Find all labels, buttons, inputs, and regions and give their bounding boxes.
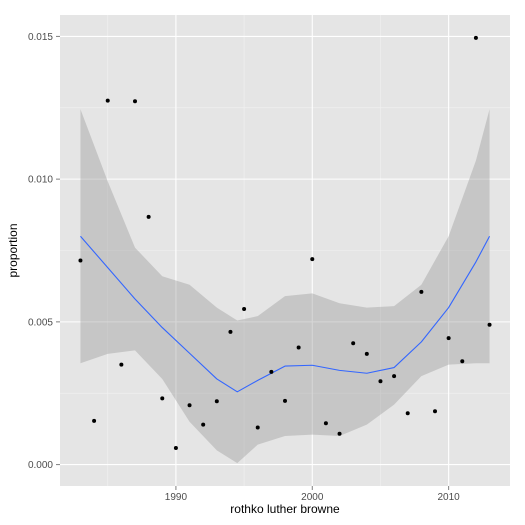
data-point [214, 399, 219, 404]
smooth-trend-line [80, 235, 491, 393]
data-point [487, 322, 492, 327]
x-tick-label: 1990 [165, 492, 188, 503]
data-point [78, 258, 83, 263]
data-point [364, 351, 369, 356]
data-point [255, 425, 260, 430]
minor-gridlines [60, 15, 510, 486]
data-point [392, 374, 397, 379]
data-point [283, 398, 287, 403]
data-point [228, 329, 233, 334]
data-point [201, 422, 206, 427]
x-axis-ticks: 1990 2000 2010 [165, 486, 460, 503]
y-tick-label: 0.005 [28, 317, 53, 328]
x-tick-label: 2000 [301, 492, 324, 503]
data-point [323, 421, 328, 426]
y-axis-title: proportion [6, 223, 20, 277]
data-point [351, 341, 356, 346]
data-point [105, 98, 110, 103]
y-tick-label: 0.000 [28, 460, 53, 471]
data-points [78, 35, 492, 451]
data-point [378, 379, 383, 384]
data-point [92, 418, 97, 423]
y-axis-ticks: 0.000 0.005 0.010 0.015 [28, 32, 60, 471]
confidence-band [80, 109, 490, 464]
data-point [269, 369, 274, 374]
data-point [160, 396, 165, 401]
data-point [133, 99, 137, 104]
data-point [310, 257, 315, 262]
data-point [433, 409, 437, 414]
x-axis-title: rothko luther browne [230, 502, 340, 516]
data-point [446, 336, 451, 341]
data-point [419, 289, 424, 294]
y-tick-label: 0.015 [28, 32, 53, 43]
x-tick-label: 2010 [438, 492, 461, 503]
data-point [119, 362, 124, 367]
data-point [146, 214, 151, 219]
data-point [173, 446, 178, 451]
data-point [337, 431, 342, 436]
data-point [473, 35, 478, 40]
data-point [296, 345, 301, 350]
major-gridlines [60, 15, 510, 486]
y-tick-label: 0.010 [28, 175, 53, 186]
data-point [242, 307, 247, 312]
data-point [460, 359, 465, 364]
data-point [187, 403, 192, 408]
data-point [405, 411, 410, 416]
